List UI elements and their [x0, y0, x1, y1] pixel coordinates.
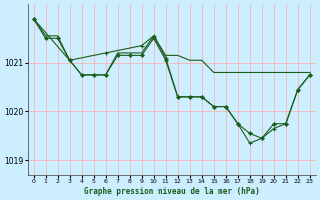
- X-axis label: Graphe pression niveau de la mer (hPa): Graphe pression niveau de la mer (hPa): [84, 187, 260, 196]
